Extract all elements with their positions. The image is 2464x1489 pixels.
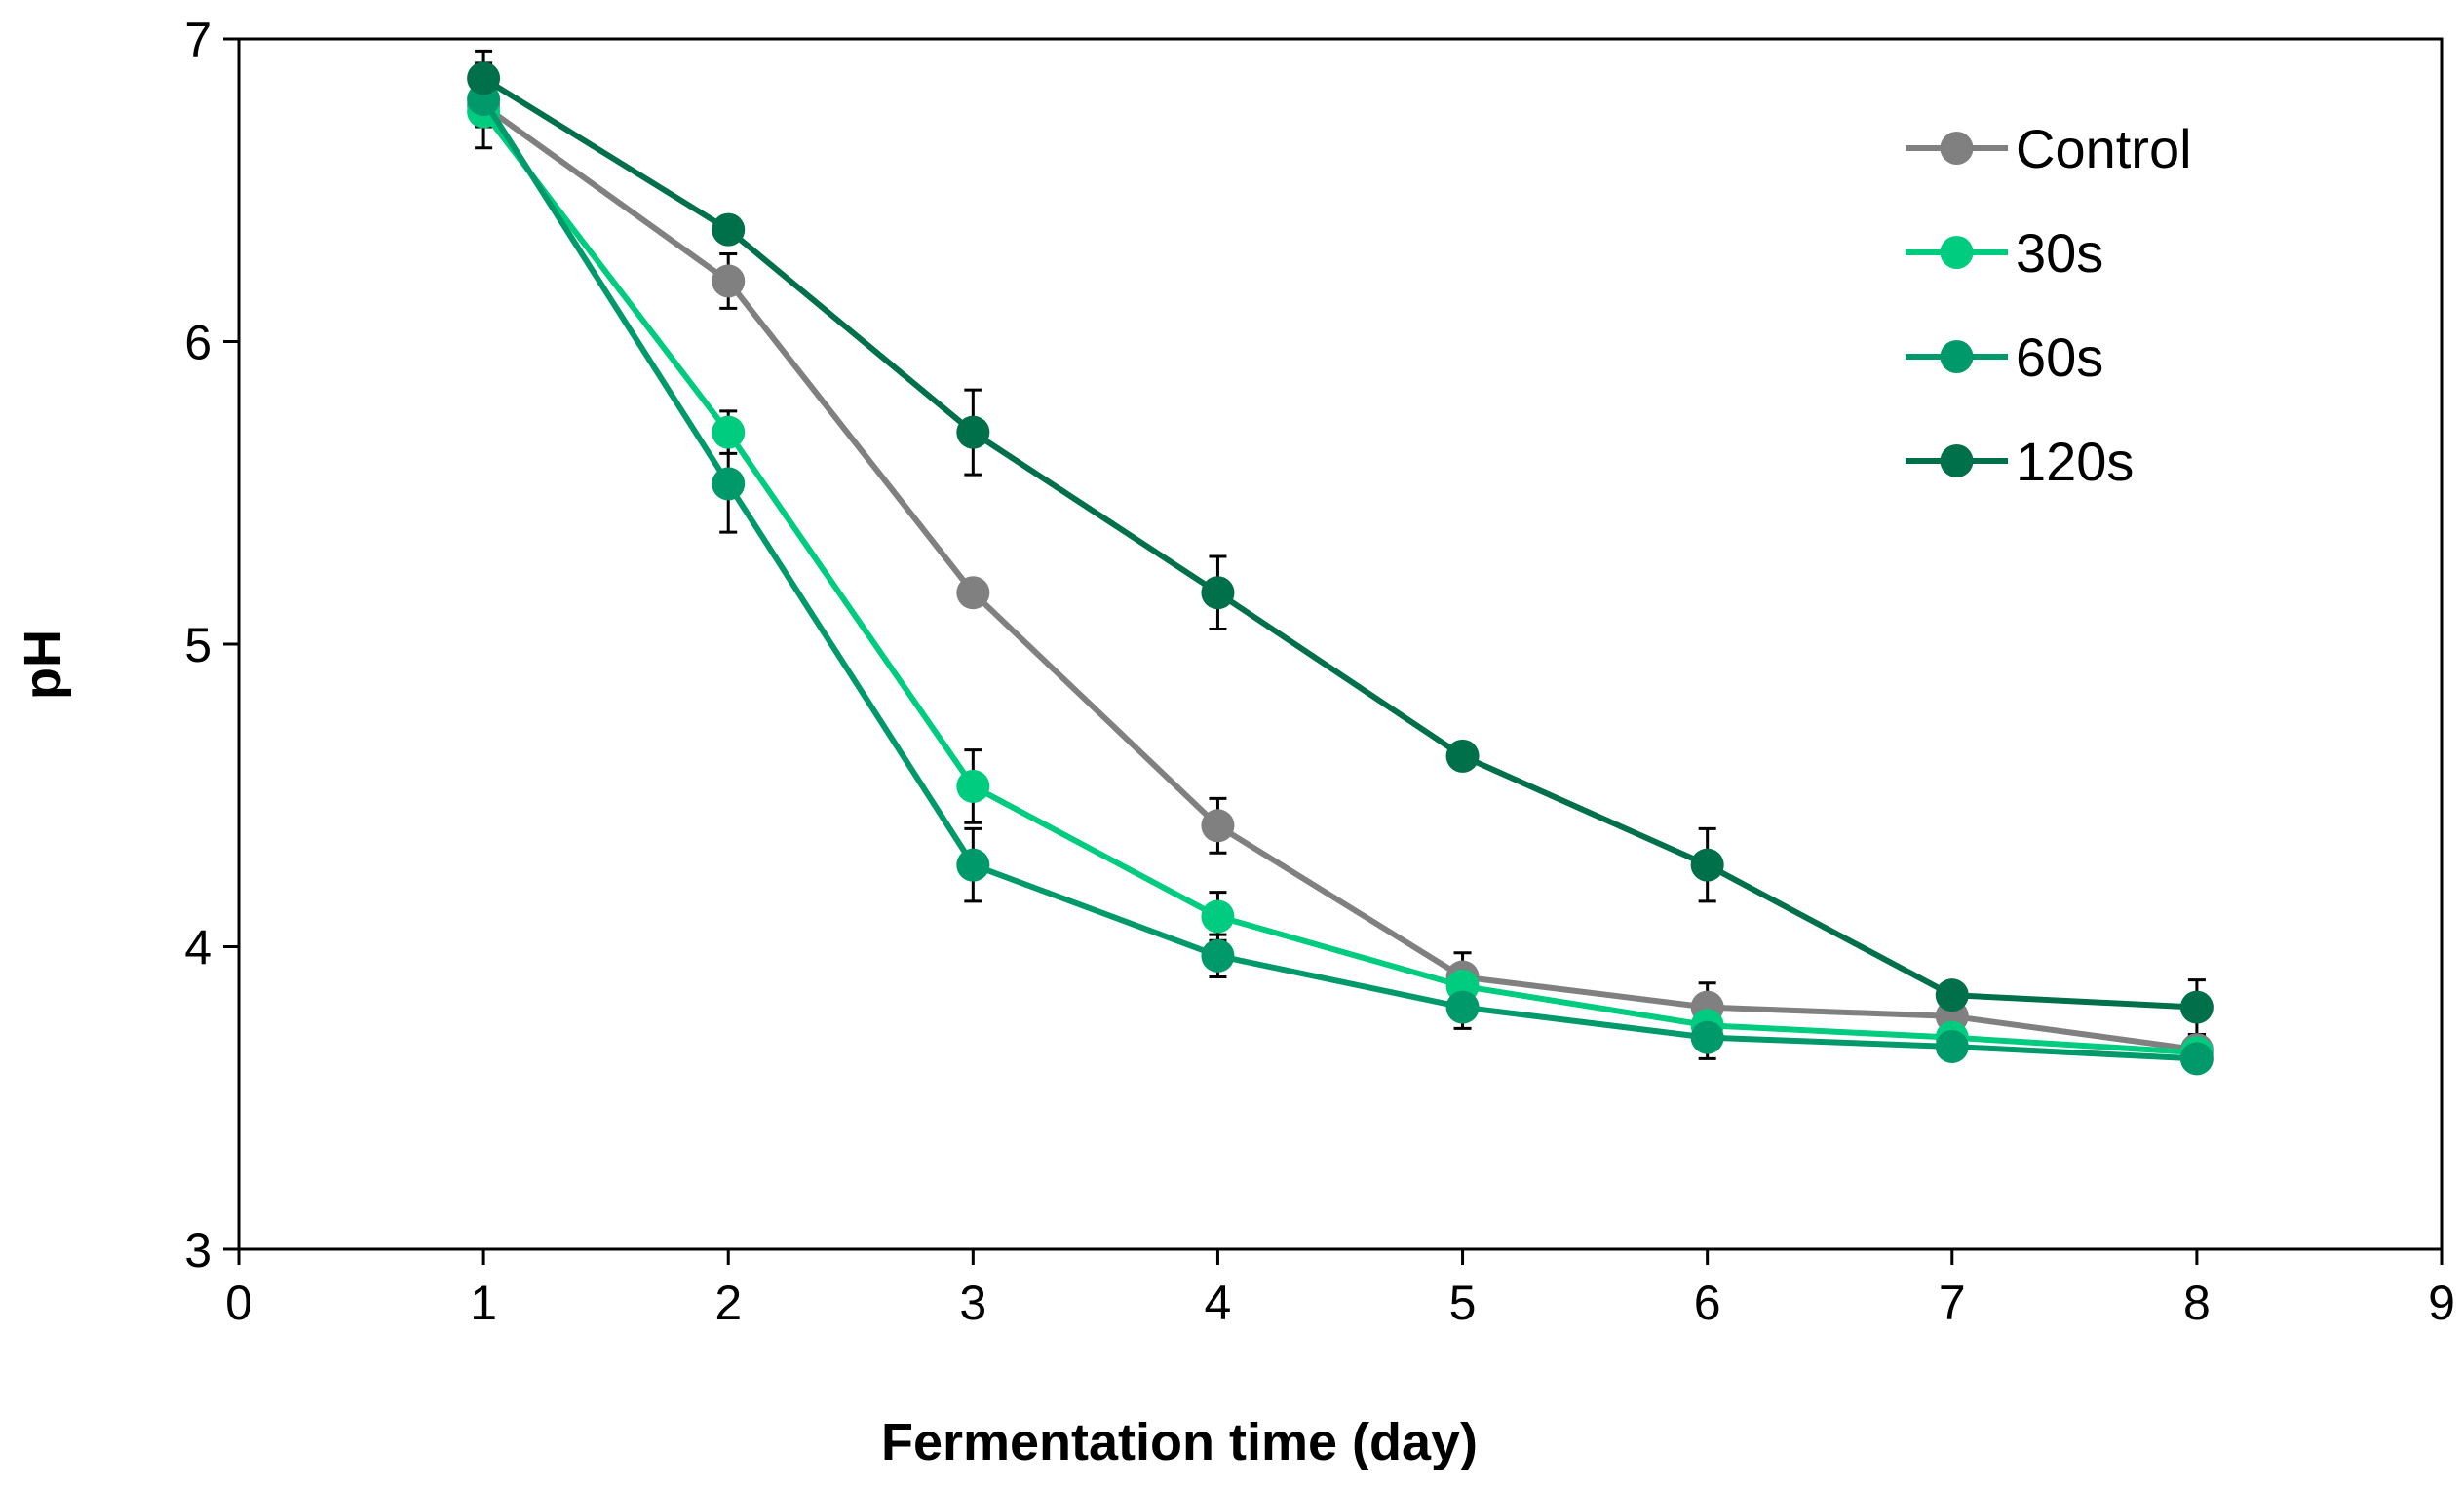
y-tick-label: 4 — [184, 921, 212, 975]
data-point — [2179, 1042, 2214, 1076]
data-point — [1445, 739, 1480, 773]
x-tick-label: 4 — [1205, 1276, 1232, 1330]
x-axis-title: Fermentation time (day) — [881, 1413, 1478, 1471]
y-tick-label: 3 — [184, 1223, 212, 1278]
data-point — [956, 415, 990, 449]
data-point — [1201, 809, 1235, 843]
y-tick-label: 7 — [184, 13, 212, 67]
data-point — [2179, 990, 2214, 1024]
legend-item-30s: 30s — [1906, 222, 2103, 284]
legend-item-control: Control — [1906, 118, 2192, 179]
data-point — [1201, 899, 1235, 934]
series-line-control — [481, 102, 2198, 1053]
y-axis-title: pH — [14, 630, 72, 700]
x-tick-label: 0 — [225, 1276, 252, 1330]
data-point — [1201, 576, 1235, 610]
y-tick-label: 5 — [184, 618, 212, 672]
data-point — [1690, 1020, 1724, 1054]
data-point — [1935, 1029, 1969, 1063]
data-point — [712, 467, 746, 501]
data-point — [956, 769, 990, 803]
legend: Control 30s 60s 120s — [1906, 118, 2192, 492]
legend-marker — [1940, 132, 1974, 165]
x-tick-label: 6 — [1694, 1276, 1721, 1330]
x-tick-label: 1 — [470, 1276, 497, 1330]
legend-marker — [1940, 236, 1974, 269]
series-layer — [467, 49, 2214, 1076]
series-line-30s — [481, 109, 2198, 1056]
legend-item-120s: 120s — [1906, 431, 2134, 492]
legend-label: 60s — [2016, 326, 2103, 388]
x-tick-label: 2 — [714, 1276, 742, 1330]
x-tick-label: 5 — [1449, 1276, 1477, 1330]
data-point — [1445, 990, 1480, 1024]
data-point — [956, 848, 990, 882]
legend-label: 120s — [2016, 431, 2134, 492]
data-point — [712, 415, 746, 449]
data-point — [956, 576, 990, 610]
x-tick-label: 3 — [959, 1276, 986, 1330]
x-tick-label: 7 — [1939, 1276, 1966, 1330]
legend-marker — [1940, 340, 1974, 373]
data-point — [1935, 978, 1969, 1012]
series-120s — [467, 61, 2214, 1024]
series-line-120s — [481, 75, 2198, 1011]
axes: 0 1 2 3 4 5 6 7 8 9 3 4 5 6 7 — [184, 13, 2455, 1330]
x-tick-label: 9 — [2428, 1276, 2455, 1330]
data-point — [712, 264, 746, 298]
series-line-60s — [481, 97, 2198, 1062]
data-point — [1690, 848, 1724, 882]
data-point — [467, 61, 501, 95]
legend-label: Control — [2016, 118, 2192, 179]
data-point — [712, 212, 746, 247]
x-tick-label: 8 — [2183, 1276, 2211, 1330]
y-tick-label: 6 — [184, 316, 212, 370]
legend-label: 30s — [2016, 222, 2103, 284]
legend-item-60s: 60s — [1906, 326, 2103, 388]
data-point — [1201, 938, 1235, 973]
legend-marker — [1940, 444, 1974, 477]
